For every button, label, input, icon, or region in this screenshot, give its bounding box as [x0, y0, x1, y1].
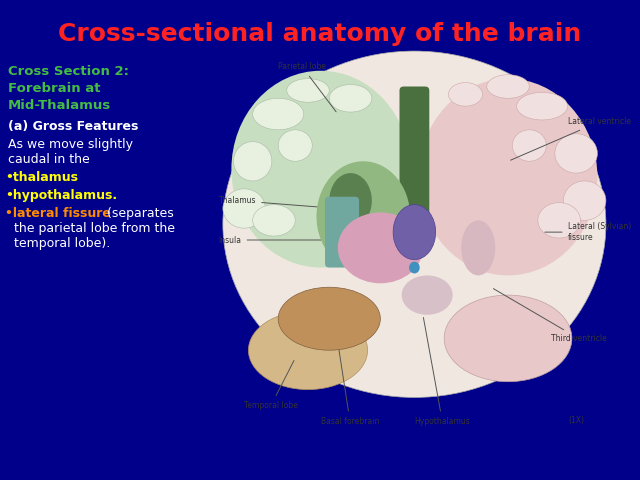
Ellipse shape — [253, 98, 304, 130]
Text: •hypothalamus.: •hypothalamus. — [5, 189, 117, 202]
Text: (1X): (1X) — [568, 416, 584, 425]
Text: Cross Section 2:
Forebrain at
Mid-Thalamus: Cross Section 2: Forebrain at Mid-Thalam… — [8, 65, 129, 112]
Text: •lateral fissure: •lateral fissure — [5, 207, 111, 220]
Text: Insula: Insula — [219, 236, 331, 244]
Ellipse shape — [248, 311, 367, 390]
Text: Hypothalamus: Hypothalamus — [415, 317, 470, 426]
Ellipse shape — [419, 79, 597, 276]
Ellipse shape — [461, 220, 495, 276]
Text: the parietal lobe from the: the parietal lobe from the — [14, 222, 175, 235]
Text: Basal forebrain: Basal forebrain — [321, 345, 379, 426]
Ellipse shape — [223, 189, 266, 228]
Ellipse shape — [516, 93, 568, 120]
Ellipse shape — [409, 262, 420, 274]
Text: Temporal lobe: Temporal lobe — [244, 360, 298, 410]
Text: •thalamus: •thalamus — [5, 171, 78, 184]
Ellipse shape — [234, 142, 272, 181]
Text: Third ventricle: Third ventricle — [493, 288, 606, 343]
Ellipse shape — [232, 71, 410, 267]
Text: As we move slightly: As we move slightly — [8, 138, 133, 151]
Ellipse shape — [449, 83, 483, 106]
Ellipse shape — [444, 295, 572, 382]
Ellipse shape — [487, 75, 529, 98]
Text: caudal in the: caudal in the — [8, 153, 90, 166]
Ellipse shape — [278, 130, 312, 161]
Text: (separates: (separates — [103, 207, 173, 220]
Ellipse shape — [223, 51, 606, 397]
FancyBboxPatch shape — [399, 86, 429, 236]
Ellipse shape — [402, 276, 452, 315]
Text: Parietal lobe: Parietal lobe — [278, 62, 336, 112]
Ellipse shape — [329, 84, 372, 112]
Ellipse shape — [538, 203, 580, 238]
Text: Lateral ventricle: Lateral ventricle — [511, 118, 630, 160]
Ellipse shape — [338, 213, 423, 283]
Ellipse shape — [555, 134, 597, 173]
Ellipse shape — [278, 287, 380, 350]
Ellipse shape — [253, 204, 295, 236]
Text: (a) Gross Features: (a) Gross Features — [8, 120, 138, 133]
Text: temporal lobe).: temporal lobe). — [14, 237, 110, 250]
Ellipse shape — [393, 204, 436, 260]
Text: Thalamus: Thalamus — [219, 196, 335, 208]
Ellipse shape — [287, 79, 329, 102]
Ellipse shape — [329, 173, 372, 228]
Text: Lateral (Sylvian)
fissure: Lateral (Sylvian) fissure — [545, 222, 631, 242]
FancyBboxPatch shape — [325, 197, 359, 267]
Ellipse shape — [563, 181, 606, 220]
Ellipse shape — [512, 130, 547, 161]
Text: Cross-sectional anatomy of the brain: Cross-sectional anatomy of the brain — [58, 22, 582, 46]
Ellipse shape — [317, 161, 410, 272]
